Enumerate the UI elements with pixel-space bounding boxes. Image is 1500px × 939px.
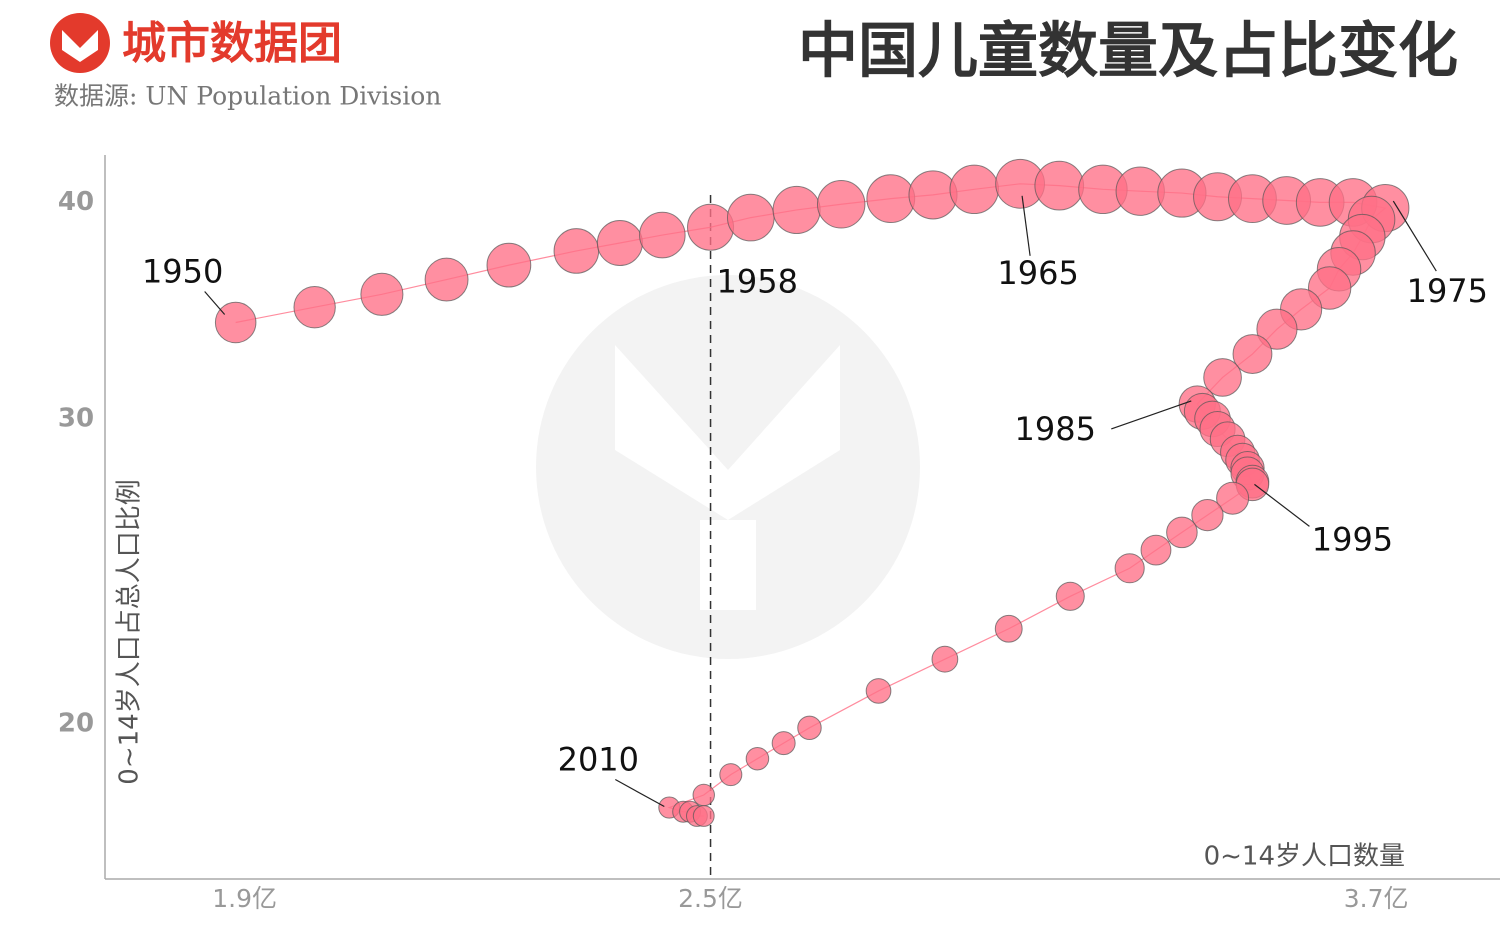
bubble [424,257,469,302]
bubble [816,180,866,229]
bubble [1114,553,1145,584]
bubble [1216,481,1250,515]
point-label: 1965 [997,254,1078,292]
bubble [639,211,686,259]
bubble [1232,334,1273,374]
leader-line [615,779,665,808]
bubble [949,164,999,215]
bubble [772,185,821,235]
bubble [1055,581,1085,611]
leader-line [1111,400,1192,430]
bubble [1034,160,1085,211]
y-tick-label: 20 [58,709,94,739]
bubble [692,783,715,807]
source: 数据源: UN Population Division [54,82,441,111]
watermark [536,275,920,659]
bubble [486,242,532,288]
point-label: 1985 [1015,410,1096,448]
bubble [293,286,336,329]
bubble [1256,308,1298,350]
bubble [771,731,796,756]
point-label: 1995 [1312,520,1393,558]
y-tick-label: 30 [58,403,94,433]
leader-line [1254,483,1310,527]
bubble [908,170,958,220]
bubble [865,678,892,704]
y-tick-label: 40 [58,187,94,217]
bubble [1115,166,1165,216]
leader-line [1392,200,1437,272]
bubble [687,203,735,251]
bubble [596,219,643,267]
point-label: 1950 [142,252,223,290]
leader-line [1021,195,1031,256]
brand: 城市数据团 [122,18,342,69]
bubble [214,301,257,344]
point-label: 2010 [558,741,639,779]
leader-line [204,291,226,315]
bubble [1203,358,1242,397]
bubble [1191,498,1224,532]
bubble [1140,534,1172,566]
chart-title: 中国儿童数量及占比变化 [798,17,1458,87]
bubble [797,715,822,741]
bubble [1166,516,1198,549]
x-tick-label: 3.7亿 [1344,884,1409,913]
bubble [360,272,404,316]
y-axis-label: 0~14岁人口占总人口比例 [115,479,145,784]
bubble [866,174,916,224]
bubble [994,614,1023,643]
bubble [692,805,715,827]
x-tick-label: 2.5亿 [678,884,743,913]
point-label: 1975 [1407,272,1488,310]
bubble [719,763,743,787]
x-tick-label: 1.9亿 [212,884,277,913]
x-axis-label: 0~14岁人口数量 [1204,842,1405,872]
bubble [745,746,770,771]
bubble [553,228,600,274]
logo [50,13,110,73]
bubble [726,193,775,242]
point-label: 1958 [717,262,798,300]
bubble [931,645,959,673]
